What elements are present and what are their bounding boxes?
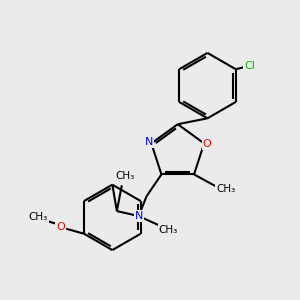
Text: O: O [203, 140, 212, 149]
Text: CH₃: CH₃ [29, 212, 48, 222]
Text: CH₃: CH₃ [159, 225, 178, 235]
Text: CH₃: CH₃ [216, 184, 236, 194]
Text: Cl: Cl [244, 61, 255, 71]
Text: O: O [56, 222, 64, 232]
Text: N: N [134, 211, 143, 221]
Text: CH₃: CH₃ [115, 171, 134, 182]
Text: N: N [145, 137, 154, 147]
